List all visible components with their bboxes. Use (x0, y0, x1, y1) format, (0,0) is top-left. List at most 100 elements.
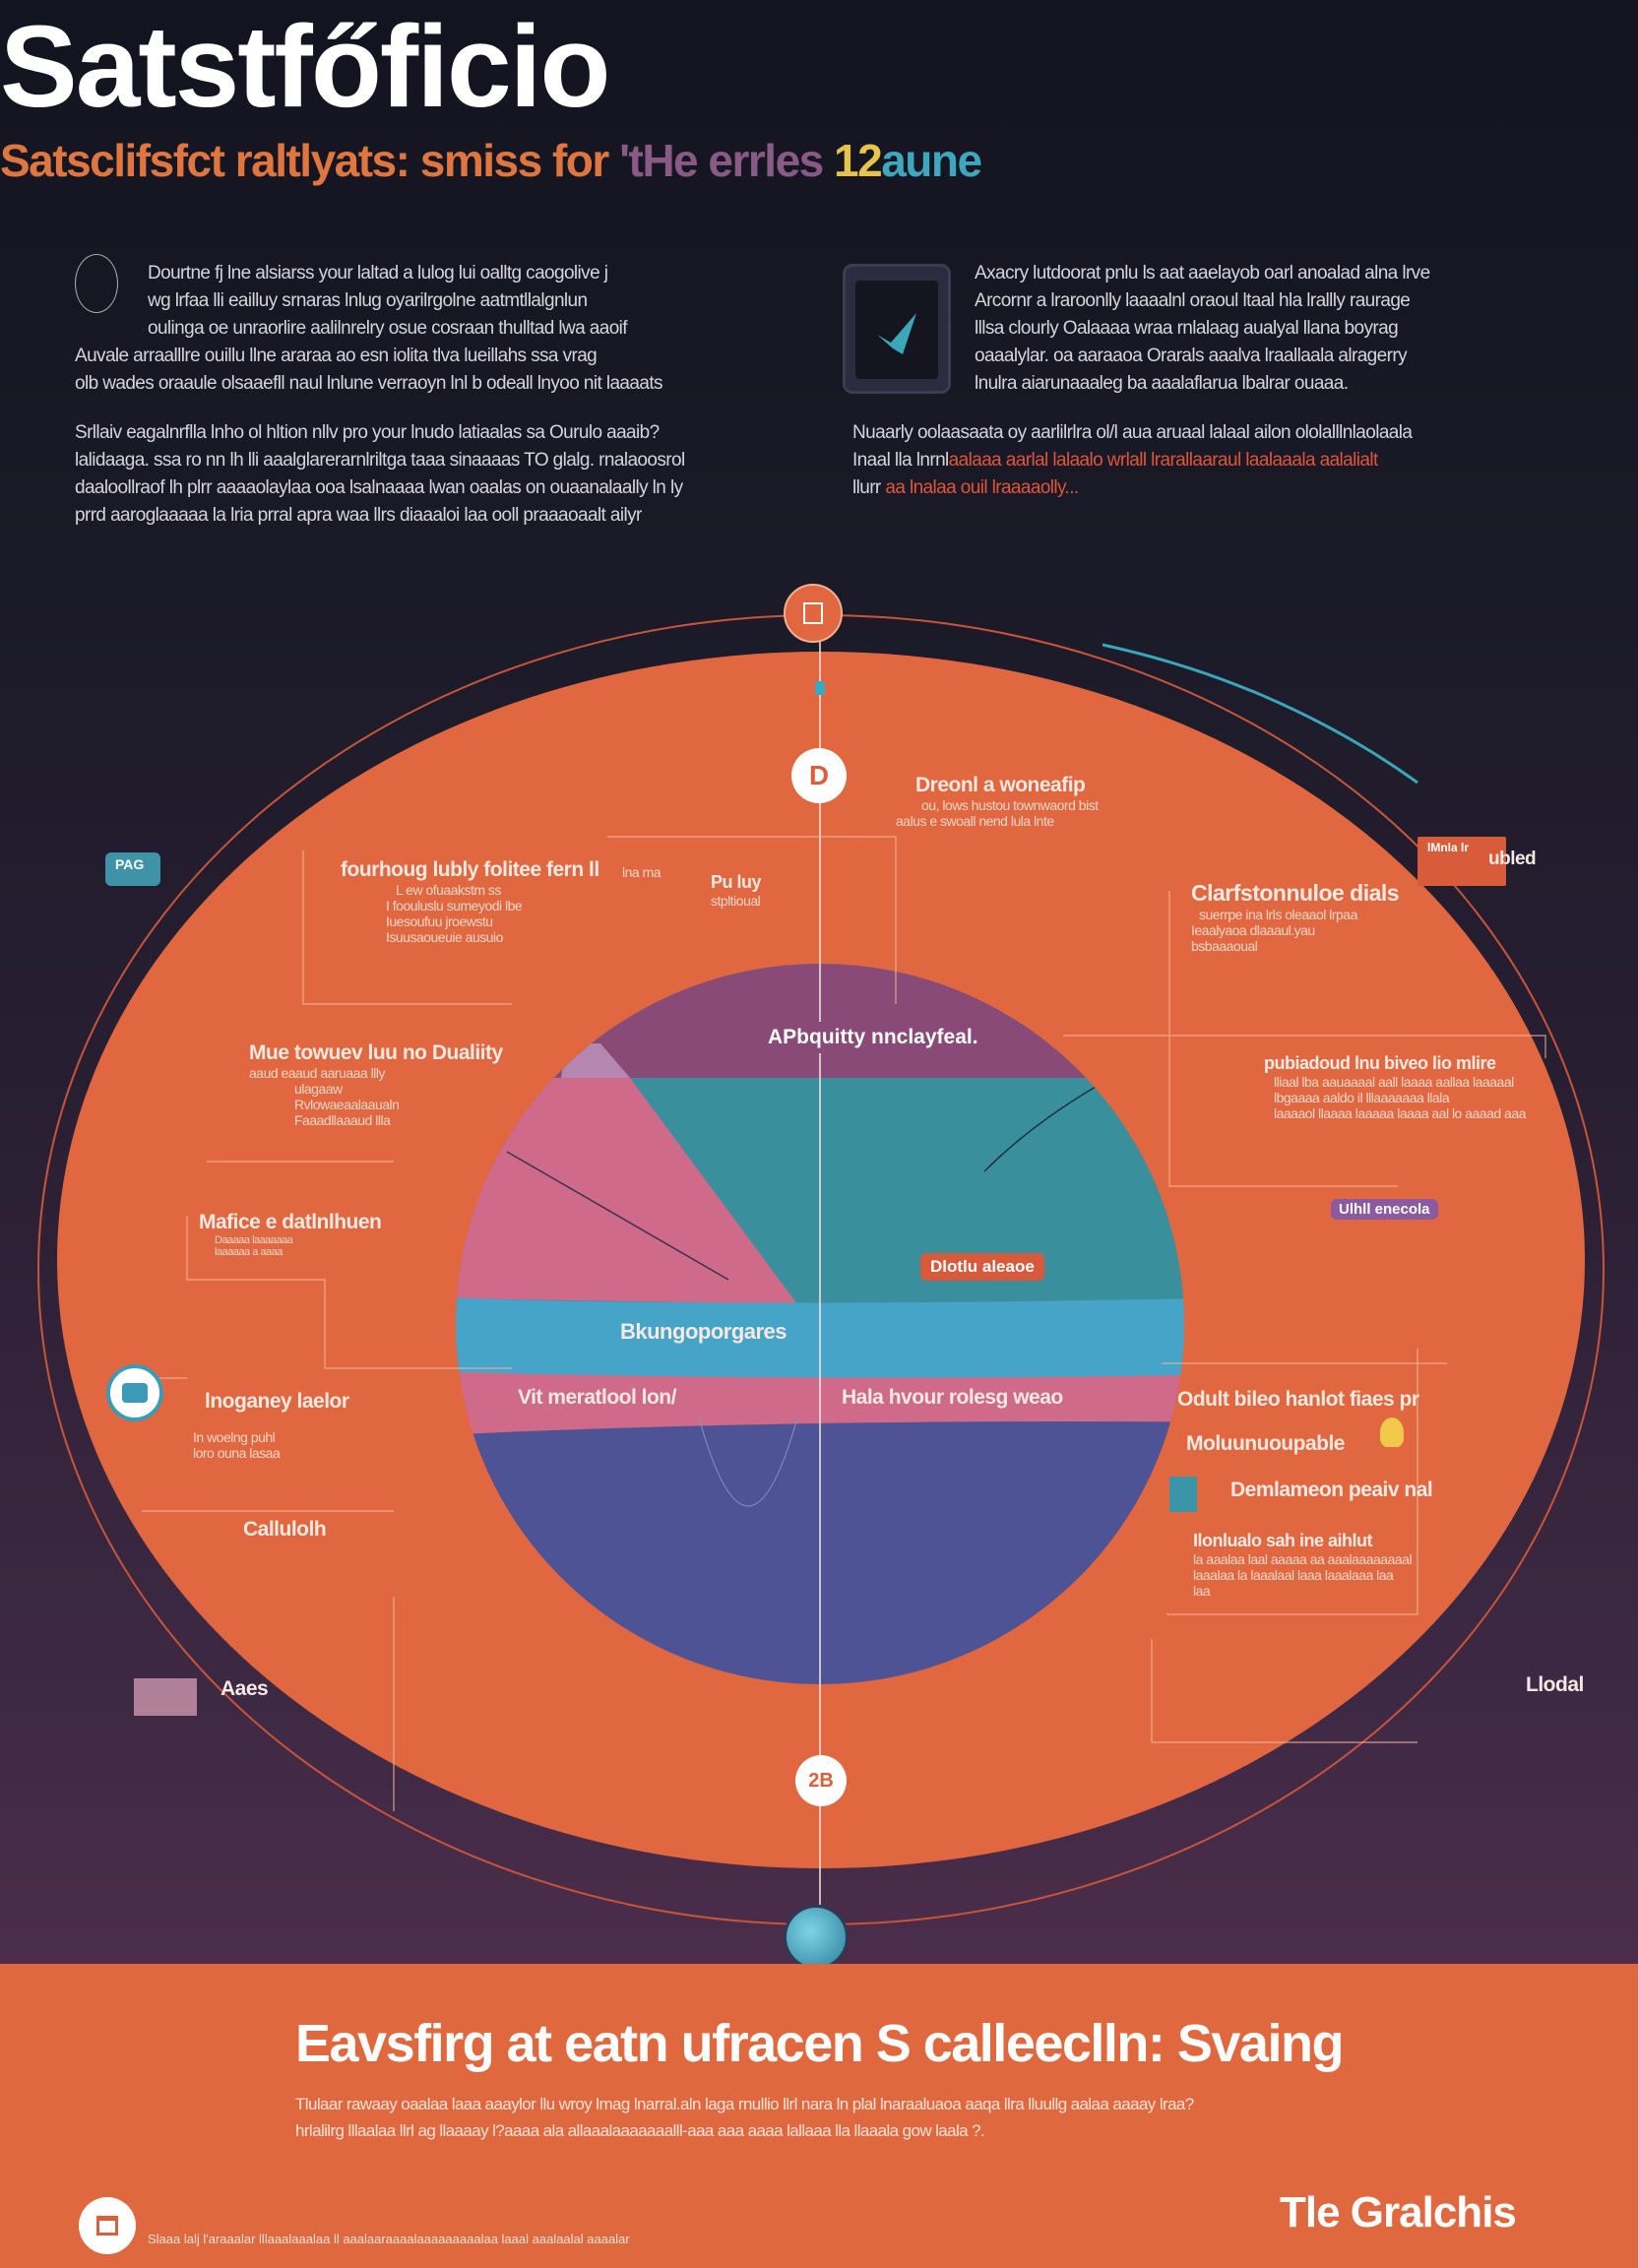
footer-body-line: Tlulaar rawaay oaalaa laaa aaaylor llu w… (295, 2095, 1194, 2113)
label-title: Mue towuev luu no Dualiity (249, 1041, 503, 1064)
pink-square-icon (134, 1678, 197, 1716)
circle-2b-marker[interactable]: 2B (795, 1755, 847, 1806)
label-title: Mafice e datlnlhuen (199, 1211, 382, 1233)
text-highlight: aa lnalaa ouil lraaaaolly... (885, 477, 1079, 498)
label-line: L ew ofuaakstm ss (396, 882, 501, 898)
text-line: olb wades oraaule olsaaefll naul lnlune … (75, 373, 663, 394)
text-line: Srllaiv eagalnrflla lnho ol hltion nllv … (75, 422, 660, 443)
connector-line (983, 1082, 1103, 1172)
text-line: Arcornr a lraroonlly laaaalnl oraoul lta… (975, 290, 1411, 311)
label-group: pubiadoud lnu biveo lio mlire lliaal lba… (1264, 1053, 1526, 1121)
purple-badge[interactable]: Ulhll enecola (1331, 1199, 1438, 1220)
label-group: fourhoug lubly folitee fern ll L ew ofua… (341, 858, 599, 945)
text-line: Inaal lla lnrnlaalaaa aarlal lalaalo wrl… (852, 447, 1412, 474)
subtitle-part-teal: aune (881, 135, 982, 186)
text-line: llurr aa lnalaa ouil lraaaaolly... (852, 474, 1412, 502)
label-title: fourhoug lubly folitee fern ll (341, 858, 599, 881)
label-group: Ilonlualo sah ine aihlut la aaalaa laal … (1193, 1531, 1413, 1599)
globe-icon (784, 1905, 849, 1970)
axis-dot (815, 681, 825, 695)
lightbulb-icon (1380, 1418, 1404, 1447)
segment-label-pink-left: Vit meratlool lon/ (518, 1386, 676, 1409)
left-tag-badge[interactable]: PAG (105, 852, 160, 886)
text-highlight: aalaaa aarlal lalaalo wrlall lrarallaara… (948, 450, 1379, 471)
segment-label-teal[interactable]: Dlotlu aleaoe (920, 1253, 1044, 1281)
label-line: ou, lows hustou townwaord bist (921, 797, 1099, 813)
label-line: aaud eaaud aaruaaa llly (249, 1065, 385, 1081)
book-icon (79, 2197, 136, 2254)
connector-line (506, 1151, 729, 1281)
text-plain: Inaal lla lnrnl (852, 450, 949, 471)
label-group: Dreonl a woneafip ou, lows hustou townwa… (896, 774, 1099, 829)
label-line: ulagaaw (294, 1081, 343, 1097)
teal-flag-icon (1169, 1477, 1197, 1512)
text-line: oulinga oe unraorlire aalilnrelry osue c… (148, 318, 628, 339)
label-line: Daaaaa laaaaaaa (215, 1234, 293, 1246)
text-line: lalidaaga. ssa ro nn lh lli aaalglarerar… (75, 450, 685, 471)
label-title: Ilonlualo sah ine aihlut (1193, 1531, 1373, 1550)
label-title: Dreonl a woneafip (915, 774, 1086, 796)
intro-left-paragraph-2: Srllaiv eagalnrflla lnho ol hltion nllv … (75, 419, 685, 530)
right-tag-label: ubled (1488, 849, 1537, 869)
label-small: lna ma (622, 864, 662, 880)
label-line: laa (1193, 1583, 1211, 1599)
label-line: laaaaaa a aaaa (215, 1246, 283, 1258)
footer-small-text: Slaaa lalj l'araaalar lllaaalaaalaa ll a… (148, 2232, 630, 2246)
label-line: lbgaaaa aaldo il lllaaaaaaa llala (1274, 1090, 1450, 1105)
label-line: la aaalaa laal aaaaa aa aaalaaaaaaaal (1193, 1551, 1413, 1567)
label-line: aalus e swoall nend lula lnte (896, 813, 1054, 829)
label-title: Aaes (220, 1677, 269, 1700)
text-line: Axacry lutdoorat pnlu ls aat aaelayob oa… (975, 263, 1430, 284)
intro-left-paragraph-1: Dourtne fj lne alsiarss your laltad a lu… (75, 260, 663, 398)
text-line: Nuaarly oolaasaata oy aarlilrlra ol/l au… (852, 422, 1413, 443)
segment-label-pink-right: Hala hvour rolesg weao (842, 1386, 1063, 1409)
label-line: laaalaa la laaalaal laaa laaalaaa laa (1193, 1567, 1394, 1583)
label-title: Odult bileo hanlot fiaes pr (1177, 1388, 1419, 1411)
subtitle-part-purple: 'tHe errles (619, 135, 835, 186)
footer-heading: Eavsfirg at eatn ufracen S calleeclln: S… (295, 2014, 1344, 2073)
label-line: Rvlowaeaalaaualn (294, 1097, 400, 1112)
intro-right-paragraph-1: Axacry lutdoorat pnlu ls aat aaelayob oa… (975, 260, 1430, 398)
segment-light-blue (456, 1295, 1184, 1378)
text-line: prrd aaroglaaaaa la lria prral apra waa … (75, 505, 642, 526)
label-group: Mafice e datlnlhuen Daaaaa laaaaaaa laaa… (199, 1211, 382, 1258)
label-line: bsbaaaoual (1191, 938, 1258, 954)
text-line: Dourtne fj lne alsiarss your laltad a lu… (148, 263, 608, 284)
label-title: lnoganey laelor (205, 1390, 349, 1413)
label-title: Clarfstonnuloe dials (1191, 880, 1400, 906)
label-title: Callulolh (243, 1518, 327, 1541)
document-icon (803, 602, 823, 624)
page-title: Satstfőficio (0, 2, 611, 132)
label-line: I foouluslu sumeyodi lbe (386, 898, 523, 914)
label-line: laaaaol llaaaa laaaaa laaaa aal lo aaaad… (1274, 1105, 1526, 1121)
segment-label-top[interactable]: APbquitty nnclayfeal. (758, 1022, 988, 1053)
label-group: lnoganey laelor In woelng puhl loro ouna… (193, 1390, 349, 1461)
label-line: Ieaalyaoa dlaaaul.yau (1191, 922, 1315, 938)
label-group: Mue towuev luu no Dualiity aaud eaaud aa… (249, 1041, 503, 1128)
magnifier-badge-icon (75, 254, 118, 313)
label-line: Isuusaoueuie ausuio (386, 929, 503, 945)
text-line: lnulra aiarunaaaleg ba aaalaflarua lbalr… (975, 373, 1349, 394)
text-plain: llurr (852, 477, 881, 498)
segment-pink-band (456, 1370, 1184, 1437)
label-title: Moluunuoupable (1186, 1432, 1345, 1455)
text-line: Auvale arraalllre ouillu llne araraa ao … (75, 346, 598, 366)
label-line: Faaadllaaaud llla (294, 1112, 391, 1128)
leader-lines (118, 836, 1546, 1811)
subtitle-part-orange: Satsclifsfct raltlyats: smiss for (0, 135, 620, 186)
left-round-icon (106, 1364, 163, 1421)
orbit-teal-arc (1102, 643, 1418, 785)
circle-d-marker[interactable]: D (791, 748, 847, 803)
label-group: Clarfstonnuloe dials suerrpe ina lrls ol… (1191, 880, 1400, 954)
label-title: Demlameon peaiv nal (1230, 1479, 1433, 1501)
label-line: lliaal lba aauaaaal aall laaaa aallaa la… (1274, 1074, 1514, 1090)
segment-label-blue: Bkungoporgares (620, 1319, 788, 1344)
right-tag-badge-box[interactable]: lMnla lr (1418, 837, 1506, 886)
connector-line (698, 1417, 798, 1507)
label-line: Iuesoufuu jroewstu (386, 914, 493, 929)
top-document-circle[interactable] (784, 584, 843, 643)
text-line: daaloollraof lh plrr aaaaolaylaa ooa lsa… (75, 477, 683, 498)
text-line: lllsa clourly Oalaaaa wraa rnlalaag aual… (975, 318, 1399, 339)
intro-right-paragraph-2: Nuaarly oolaasaata oy aarlilrlra ol/l au… (852, 419, 1413, 502)
